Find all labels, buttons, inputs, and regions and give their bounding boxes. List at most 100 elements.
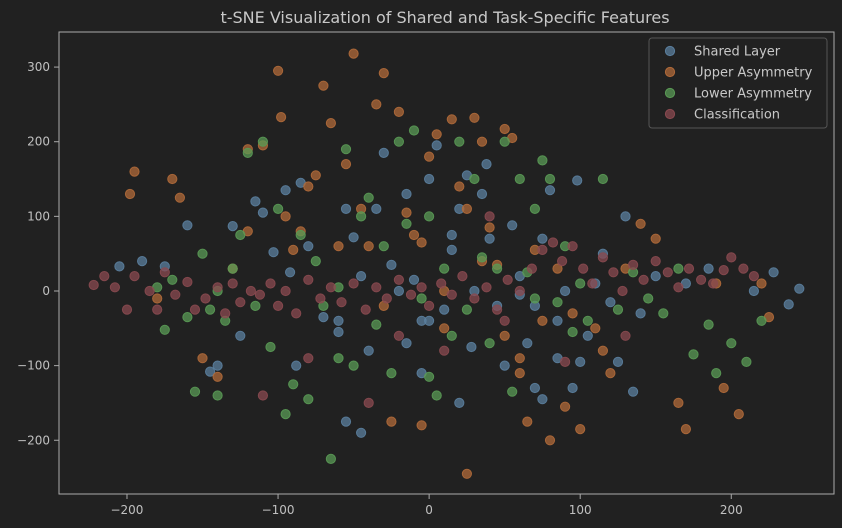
data-point [257, 136, 268, 147]
data-point [408, 125, 420, 136]
data-point [469, 112, 480, 123]
data-point [227, 263, 238, 274]
data-point [212, 371, 223, 382]
data-point [245, 285, 256, 297]
data-point [310, 256, 321, 267]
data-point [381, 293, 392, 304]
data-point [617, 285, 628, 297]
data-point [250, 300, 261, 311]
data-point [628, 386, 639, 397]
data-point [567, 241, 578, 252]
data-point [431, 390, 442, 401]
y-tick-label: 0 [42, 284, 50, 298]
data-point [544, 185, 556, 196]
y-tick-label: −100 [17, 359, 50, 373]
data-point [336, 297, 347, 308]
data-point [688, 349, 699, 360]
data-point [703, 319, 714, 330]
data-point [537, 155, 548, 166]
data-point [205, 304, 216, 315]
data-point [273, 300, 284, 311]
data-point [567, 382, 578, 394]
data-point [227, 278, 238, 289]
data-point [703, 263, 714, 274]
data-point [378, 147, 389, 158]
data-point [363, 241, 374, 252]
data-point [295, 229, 306, 241]
plot-frame [58, 31, 835, 495]
data-point [408, 229, 420, 241]
y-tick-label: 100 [27, 209, 50, 223]
data-point [333, 241, 344, 252]
data-point [167, 173, 178, 185]
data-point [683, 263, 695, 274]
data-point [416, 282, 427, 293]
data-point [424, 315, 435, 326]
data-point [265, 341, 276, 353]
data-point [288, 379, 299, 390]
data-point [529, 293, 541, 304]
data-point [250, 196, 261, 207]
data-point [333, 326, 344, 338]
data-point [152, 304, 163, 315]
data-point [197, 353, 208, 364]
data-point [522, 416, 533, 427]
data-point [170, 289, 181, 300]
data-point [499, 136, 510, 147]
data-point [650, 256, 661, 267]
data-point [182, 312, 193, 323]
data-point [356, 211, 367, 222]
data-point [393, 330, 404, 341]
data-point [348, 48, 359, 59]
y-axis: −200 −100 0 100 200 300 [17, 60, 59, 447]
data-point [273, 65, 284, 76]
data-point [605, 368, 616, 379]
legend-label: Upper Asymmetry [694, 66, 813, 81]
data-point [280, 285, 291, 297]
data-point [552, 315, 563, 326]
data-point [446, 289, 457, 300]
data-point [363, 192, 374, 203]
data-point [507, 386, 518, 397]
data-point [499, 360, 510, 371]
data-point [285, 267, 296, 278]
legend-box [648, 37, 828, 129]
data-point [408, 274, 420, 285]
data-point [673, 282, 684, 293]
data-point [783, 299, 794, 310]
data-point [416, 237, 427, 248]
data-point [612, 304, 624, 315]
data-points [88, 48, 805, 479]
data-point [124, 188, 136, 200]
data-point [696, 274, 707, 285]
data-point [291, 360, 302, 371]
data-point [457, 271, 468, 282]
data-point [431, 140, 442, 151]
data-point [514, 353, 525, 364]
data-point [673, 263, 684, 274]
data-point [356, 271, 367, 282]
data-point [454, 181, 465, 192]
data-point [254, 289, 265, 300]
data-point [499, 123, 510, 135]
data-point [315, 293, 326, 304]
data-point [643, 293, 654, 304]
data-point [582, 315, 593, 326]
data-point [159, 267, 170, 278]
data-point [378, 68, 389, 79]
data-point [658, 308, 669, 319]
x-tick-label: −100 [262, 503, 295, 517]
data-point [476, 136, 488, 147]
x-tick-label: 200 [720, 503, 743, 517]
data-point [794, 283, 805, 294]
y-tick-label: 300 [27, 60, 50, 74]
data-point [557, 256, 568, 267]
data-point [280, 409, 291, 420]
data-point [288, 244, 299, 255]
data-point [325, 282, 336, 293]
data-point [129, 166, 140, 177]
data-point [446, 229, 457, 241]
data-point [439, 263, 450, 274]
data-point [748, 271, 760, 282]
data-point [280, 211, 291, 222]
